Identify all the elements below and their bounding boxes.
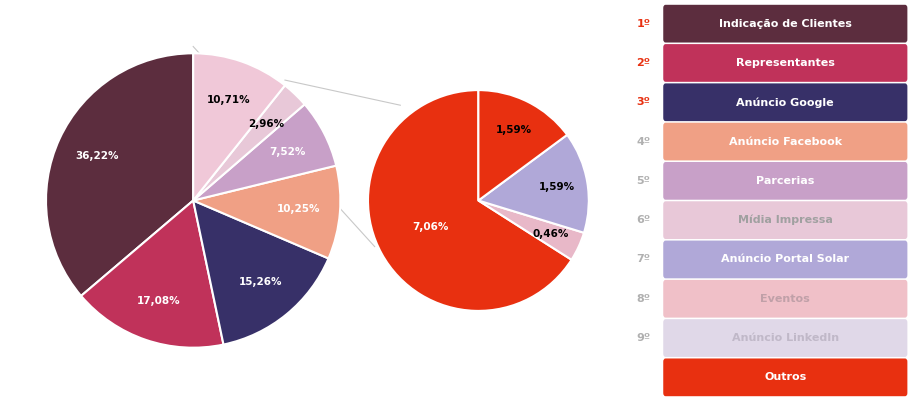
Text: Outros: Outros <box>764 373 806 382</box>
Text: 2º: 2º <box>636 58 650 68</box>
FancyBboxPatch shape <box>663 241 906 278</box>
FancyBboxPatch shape <box>663 319 906 357</box>
Wedge shape <box>478 90 566 200</box>
Wedge shape <box>81 200 223 348</box>
Wedge shape <box>478 200 584 260</box>
Text: 10,71%: 10,71% <box>206 95 250 105</box>
Wedge shape <box>193 85 304 200</box>
FancyBboxPatch shape <box>663 201 906 239</box>
Text: Anúncio Google: Anúncio Google <box>736 97 834 107</box>
Text: 7,52%: 7,52% <box>269 147 305 157</box>
Wedge shape <box>193 200 328 344</box>
Text: Anúncio Facebook: Anúncio Facebook <box>728 137 841 146</box>
Wedge shape <box>193 104 335 200</box>
FancyBboxPatch shape <box>663 123 906 160</box>
Text: Representantes: Representantes <box>735 58 834 68</box>
Text: 1,59%: 1,59% <box>495 125 532 134</box>
Text: 3º: 3º <box>636 97 650 107</box>
Text: Anúncio LinkedIn: Anúncio LinkedIn <box>731 333 838 343</box>
FancyBboxPatch shape <box>663 162 906 200</box>
Wedge shape <box>193 166 340 259</box>
Text: Parcerias: Parcerias <box>755 176 813 186</box>
Text: Eventos: Eventos <box>760 294 810 304</box>
Text: 9º: 9º <box>636 333 650 343</box>
Text: 0,46%: 0,46% <box>532 229 568 239</box>
FancyBboxPatch shape <box>663 280 906 318</box>
FancyBboxPatch shape <box>663 44 906 82</box>
FancyBboxPatch shape <box>663 83 906 121</box>
Text: 7º: 7º <box>636 255 650 264</box>
Text: Indicação de Clientes: Indicação de Clientes <box>718 19 851 28</box>
Text: 36,22%: 36,22% <box>75 151 119 161</box>
Text: 2,96%: 2,96% <box>248 119 284 129</box>
Text: 7,06%: 7,06% <box>412 222 448 232</box>
Text: 8º: 8º <box>636 294 650 304</box>
Text: Mídia Impressa: Mídia Impressa <box>737 215 832 225</box>
Text: 10,25%: 10,25% <box>277 204 320 214</box>
Text: 17,08%: 17,08% <box>137 296 180 306</box>
Text: Anúncio Portal Solar: Anúncio Portal Solar <box>720 255 848 264</box>
FancyBboxPatch shape <box>663 5 906 43</box>
Wedge shape <box>368 90 571 311</box>
FancyBboxPatch shape <box>663 358 906 396</box>
Text: 6º: 6º <box>636 215 650 225</box>
Text: 1,59%: 1,59% <box>539 182 574 192</box>
Wedge shape <box>46 53 193 296</box>
Text: 1º: 1º <box>636 19 650 28</box>
Text: 5º: 5º <box>636 176 650 186</box>
Text: 15,26%: 15,26% <box>238 277 282 288</box>
Text: 4º: 4º <box>636 137 650 146</box>
Wedge shape <box>193 53 285 200</box>
Wedge shape <box>478 135 588 233</box>
